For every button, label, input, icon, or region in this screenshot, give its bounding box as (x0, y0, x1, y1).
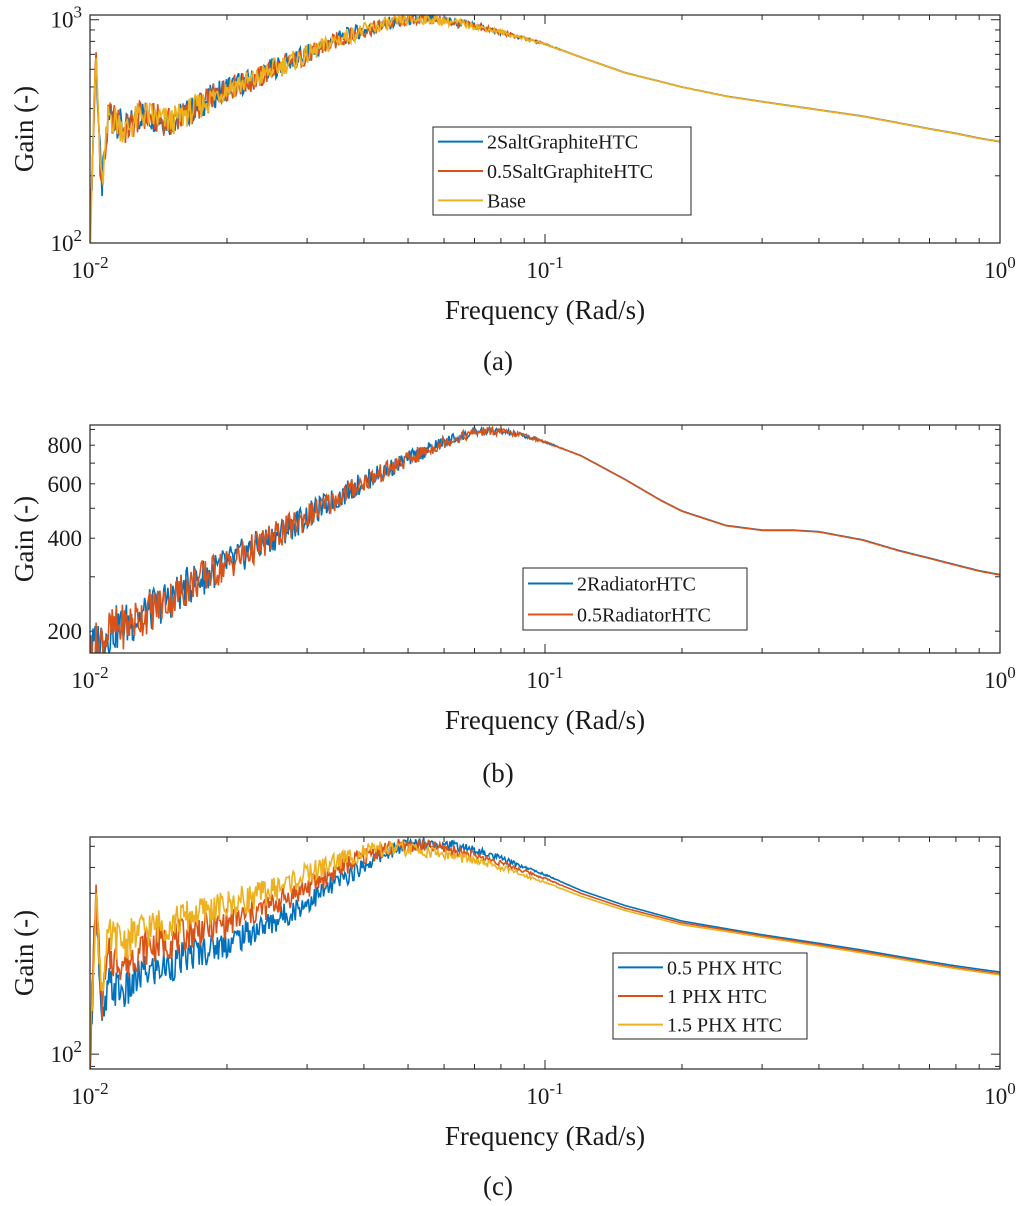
y-axis-ticks (90, 428, 1000, 632)
series-line-1-phx-htc (90, 838, 1000, 1069)
x-tick-label: 100 (984, 663, 1016, 693)
legend-label: 0.5RadiatorHTC (577, 605, 711, 627)
x-tick-label: 10-2 (71, 253, 108, 283)
plot-frame (89, 14, 1001, 244)
legend-label: Base (487, 190, 526, 212)
series-line-1-5-phx-htc (90, 839, 1000, 1062)
series-line-0-5-phx-htc (90, 837, 1000, 1047)
x-tick-label: 10-2 (71, 663, 108, 693)
legend-label: 2RadiatorHTC (577, 574, 696, 596)
chart-c: 10-2 10-1 100 102 Frequency (Rad/s) Gain (-) (… (9, 836, 1016, 1201)
series-line-0-5radiatorhtc (90, 425, 1000, 653)
y-tick-label: 800 (48, 433, 83, 458)
series-line-base (90, 15, 1000, 243)
x-tick-label: 10-1 (526, 253, 563, 283)
legend-label: 1.5 PHX HTC (667, 1015, 782, 1037)
chart-b: 10-2 10-1 100 200 400 600 800 Frequency (Rad/s)… (9, 424, 1016, 788)
x-axis-label: Frequency (Rad/s) (445, 295, 645, 325)
x-tick-label: 10-1 (526, 1079, 563, 1109)
x-axis-label: Frequency (Rad/s) (445, 705, 645, 735)
legend-label: 0.5SaltGraphiteHTC (487, 161, 653, 183)
legend: 2RadiatorHTC 0.5RadiatorHTC (522, 567, 748, 631)
figure-caption: (c) (483, 1171, 513, 1201)
y-tick-label: 400 (48, 526, 83, 551)
y-axis-label: Gain (-) (9, 496, 39, 582)
y-axis-label: Gain (-) (9, 910, 39, 996)
legend-label: 1 PHX HTC (667, 986, 767, 1008)
legend: 0.5 PHX HTC 1 PHX HTC 1.5 PHX HTC (612, 952, 808, 1040)
legend-label: 0.5 PHX HTC (667, 957, 782, 979)
x-tick-label: 10-1 (526, 663, 563, 693)
y-tick-label: 102 (51, 226, 83, 256)
y-tick-label: 200 (48, 619, 83, 644)
x-tick-label: 100 (984, 253, 1016, 283)
plot-frame (89, 424, 1001, 654)
y-axis-label: Gain (-) (9, 86, 39, 172)
legend: 2SaltGraphiteHTC 0.5SaltGraphiteHTC Base (432, 126, 692, 216)
chart-a: 10-2 10-1 100 102 103 Frequency (Rad/s) Gain (… (9, 3, 1016, 376)
y-tick-label: 103 (51, 3, 83, 33)
y-tick-label: 600 (48, 472, 83, 497)
x-tick-label: 100 (984, 1079, 1016, 1109)
legend-label: 2SaltGraphiteHTC (487, 132, 638, 154)
figure-caption: (b) (482, 758, 513, 788)
figure-caption: (a) (483, 346, 513, 376)
plot-frame (89, 836, 1001, 1070)
x-axis-label: Frequency (Rad/s) (445, 1121, 645, 1151)
x-tick-label: 10-2 (71, 1079, 108, 1109)
y-tick-label: 102 (51, 1037, 83, 1067)
